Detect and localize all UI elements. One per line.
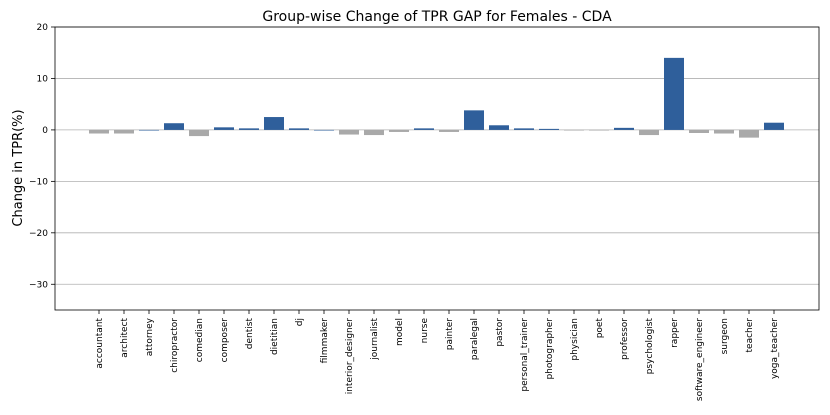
bar-poet xyxy=(589,129,609,131)
x-ticks: accountant architect attorney chiropractor c… xyxy=(95,310,780,401)
bar-surgeon xyxy=(714,129,734,134)
x-tick-label: professor xyxy=(620,318,630,360)
bar-dietitian xyxy=(264,117,284,130)
x-tick-label: composer xyxy=(220,318,230,363)
x-tick-label: surgeon xyxy=(720,318,730,354)
y-tick-label: 0 xyxy=(42,126,48,136)
x-tick-label: painter xyxy=(445,318,455,350)
y-axis-label: Change in TPR(%) xyxy=(11,109,26,226)
bar-accountant xyxy=(89,129,109,134)
x-tick-label: interior_designer xyxy=(345,318,355,395)
x-tick-label: physician xyxy=(570,318,580,361)
bar-psychologist xyxy=(639,129,659,136)
x-tick-label: dj xyxy=(295,318,305,326)
bar-paralegal xyxy=(464,110,484,130)
x-tick-label: accountant xyxy=(95,318,105,369)
x-tick-label: filmmaker xyxy=(320,318,330,364)
bar-teacher xyxy=(739,129,759,138)
bar-pastor xyxy=(489,125,509,130)
x-tick-label: psychologist xyxy=(645,318,655,375)
bar-comedian xyxy=(189,129,209,137)
x-tick-label: dietitian xyxy=(270,318,280,355)
y-ticks: 20 10 0 −10 −20 −30 xyxy=(29,23,55,290)
bar-professor xyxy=(614,127,634,130)
x-tick-label: poet xyxy=(595,318,605,339)
x-tick-label: comedian xyxy=(195,318,205,362)
bar-dentist xyxy=(239,128,259,130)
x-tick-label: yoga_teacher xyxy=(770,318,780,379)
x-tick-label: architect xyxy=(120,318,130,358)
x-tick-label: photographer xyxy=(545,318,555,380)
bar-personal_trainer xyxy=(514,128,534,130)
bar-attorney xyxy=(139,129,159,131)
bar-chiropractor xyxy=(164,123,184,130)
x-tick-label: nurse xyxy=(420,318,430,344)
bar-architect xyxy=(114,129,134,134)
bar-software_engineer xyxy=(689,129,709,133)
bar-journalist xyxy=(364,129,384,136)
x-tick-label: dentist xyxy=(245,318,255,350)
bar-filmmaker xyxy=(314,129,334,131)
bar-interior_designer xyxy=(339,129,359,135)
y-tick-label: −10 xyxy=(29,177,48,187)
plot-frame xyxy=(54,26,820,311)
bar-photographer xyxy=(539,128,559,130)
bar-nurse xyxy=(414,128,434,130)
x-tick-label: model xyxy=(395,318,405,346)
bar-model xyxy=(389,129,409,132)
y-tick-label: 20 xyxy=(37,23,49,33)
x-tick-label: paralegal xyxy=(470,318,480,360)
x-tick-label: rapper xyxy=(670,318,680,348)
grid-lines xyxy=(55,26,819,285)
x-tick-label: software_engineer xyxy=(695,318,705,401)
bar-yoga_teacher xyxy=(764,122,784,130)
chart-title: Group-wise Change of TPR GAP for Females… xyxy=(262,9,612,25)
bar-physician xyxy=(564,129,584,131)
y-tick-label: 10 xyxy=(37,74,49,84)
x-tick-label: pastor xyxy=(495,318,505,347)
x-tick-label: journalist xyxy=(370,318,380,361)
y-tick-label: −20 xyxy=(29,229,48,239)
x-tick-label: chiropractor xyxy=(170,318,180,373)
x-tick-label: personal_trainer xyxy=(520,318,530,392)
bar-painter xyxy=(439,129,459,132)
bar-rapper xyxy=(664,57,684,130)
bar-dj xyxy=(289,128,309,130)
bar-composer xyxy=(214,127,234,130)
y-tick-label: −30 xyxy=(29,280,48,290)
x-tick-label: attorney xyxy=(145,317,155,356)
x-tick-label: teacher xyxy=(745,318,755,353)
bars xyxy=(89,57,784,138)
